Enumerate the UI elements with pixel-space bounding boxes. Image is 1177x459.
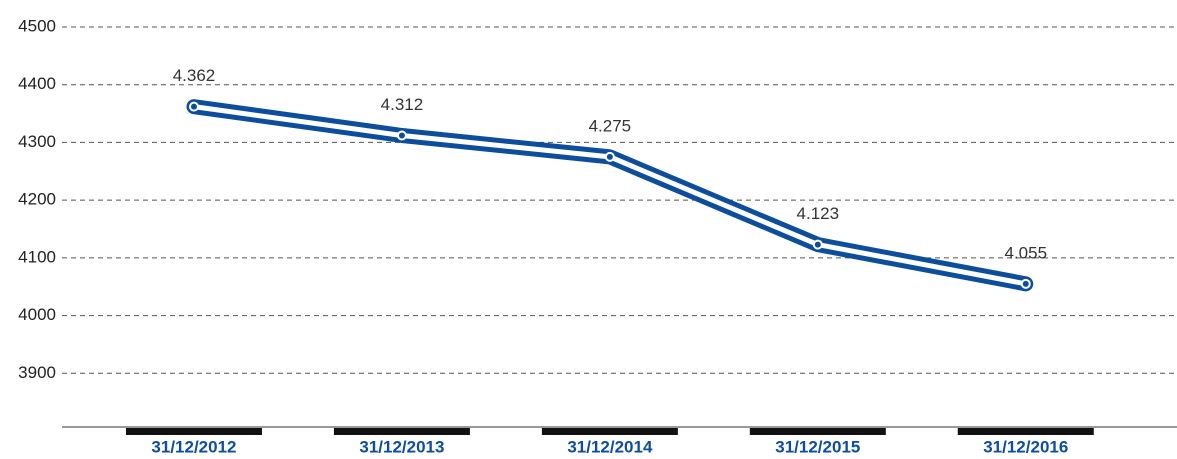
- y-tick-label: 4100: [18, 247, 56, 266]
- value-label: 4.362: [173, 66, 216, 85]
- value-label: 4.123: [797, 204, 840, 223]
- x-tick-label: 31/12/2014: [567, 437, 653, 456]
- point: [396, 130, 407, 141]
- point: [1020, 278, 1031, 289]
- y-tick-label: 4500: [18, 16, 56, 35]
- value-label: 4.312: [381, 95, 424, 114]
- category-bar: [541, 428, 678, 435]
- point: [188, 101, 199, 112]
- category-bar: [333, 428, 470, 435]
- y-tick-label: 4300: [18, 132, 56, 151]
- x-tick-label: 31/12/2015: [775, 437, 860, 456]
- point: [812, 239, 823, 250]
- y-tick-label: 4000: [18, 305, 56, 324]
- value-label: 4.275: [589, 116, 632, 135]
- x-tick-label: 31/12/2013: [359, 437, 444, 456]
- y-tick-label: 4400: [18, 74, 56, 93]
- category-bar: [749, 428, 886, 435]
- category-bar: [957, 428, 1094, 435]
- value-label: 4.055: [1004, 243, 1047, 262]
- y-tick-label: 4200: [18, 190, 56, 209]
- y-tick-label: 3900: [18, 363, 56, 382]
- point: [604, 151, 615, 162]
- x-tick-label: 31/12/2012: [151, 437, 236, 456]
- category-bar: [125, 428, 262, 435]
- x-tick-label: 31/12/2016: [983, 437, 1068, 456]
